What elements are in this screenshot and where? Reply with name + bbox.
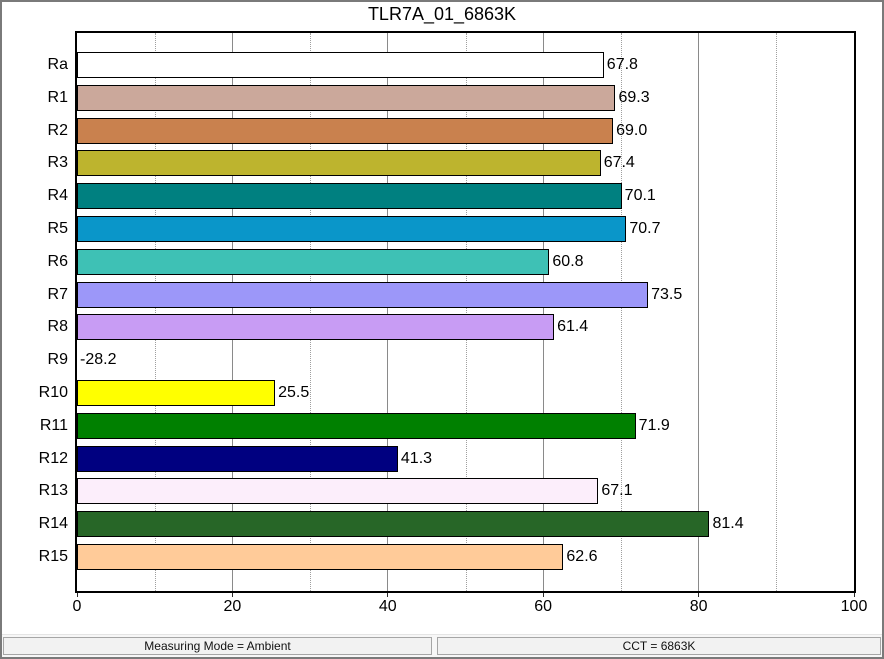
y-axis-label: R15 [38,548,68,565]
bar-r12 [77,445,398,472]
status-bar: Measuring Mode = Ambient CCT = 6863K [2,634,882,657]
x-axis-tick-label: 0 [72,598,82,615]
status-panel-cct: CCT = 6863K [437,637,881,655]
bar-r2 [77,117,614,144]
bar-r8 [77,314,555,341]
status-panel-measuring-mode: Measuring Mode = Ambient [3,637,432,655]
y-axis-label: R13 [38,482,68,500]
bar-value-label: 67.4 [603,154,635,172]
chart-title: TLR7A_01_6863K [367,4,517,24]
bar-value-label: -28.2 [80,351,117,369]
gridline-major [698,33,700,591]
bar-r13 [77,478,599,505]
gridline-minor [154,33,156,591]
gridline-major [231,33,233,591]
bar-value-label: 67.8 [606,56,638,73]
x-axis-tick-label: 20 [223,598,242,615]
bar-value-label: 70.7 [629,220,661,237]
bar-value-label: 70.1 [624,187,656,205]
bar-value-label: 69.3 [618,88,650,106]
gridline-major [542,33,544,591]
y-axis-label: R2 [47,121,68,139]
y-axis-label: R11 [39,416,68,434]
y-axis-label: Ra [47,56,68,73]
y-axis-label: R5 [47,220,68,237]
bar-value-label: 62.6 [566,548,598,565]
gridline-minor [465,33,467,591]
bar-r11 [77,412,636,439]
bar-r3 [77,150,601,177]
x-axis-tick [853,593,855,597]
bar-value-label: 73.5 [651,285,683,303]
bar-r6 [77,248,550,275]
y-axis-label: R9 [47,351,68,369]
x-axis-tick-label: 60 [534,598,553,615]
bar-r15 [77,544,564,570]
bar-value-label: 69.0 [616,121,648,139]
bar-value-label: 61.4 [557,318,589,336]
gridline-major [387,33,389,591]
bar-r10 [77,380,276,406]
bar-ra [77,52,604,78]
y-axis-label: R14 [38,515,68,533]
gridline-minor [776,33,778,591]
bar-value-label: 67.1 [601,482,633,500]
x-axis-tick [76,593,78,597]
y-axis-label: R8 [47,318,68,336]
bar-r14 [77,511,710,538]
y-axis-label: R6 [47,252,68,270]
gridline-minor [310,33,312,591]
y-axis-label: R10 [38,384,68,401]
bar-r4 [77,183,622,210]
bar-value-label: 60.8 [552,252,584,270]
y-axis-label: R3 [47,154,68,172]
x-axis-tick [231,593,233,597]
x-axis-tick-label: 100 [840,598,868,615]
y-axis-label: R4 [47,187,68,205]
x-axis-tick [542,593,544,597]
x-axis-tick-label: 80 [689,598,708,615]
bar-value-label: 81.4 [712,515,744,533]
y-axis-label: R12 [38,449,68,467]
bar-value-label: 25.5 [278,384,310,401]
y-axis-label: R1 [47,88,68,106]
plot-area: 67.8 69.3 69.0 67.4 70.1 70.7 60.8 73.5 61.4 -28.… [75,31,856,593]
bar-value-label: 41.3 [400,449,433,467]
x-axis-tick [387,593,389,597]
bar-r5 [77,216,627,242]
x-axis-tick-label: 40 [378,598,397,615]
bar-r7 [77,281,649,308]
bar-value-label: 71.9 [638,416,670,434]
bar-r1 [77,84,616,111]
gridline-minor [620,33,622,591]
x-axis-tick [698,593,700,597]
y-axis-label: R7 [47,285,68,303]
